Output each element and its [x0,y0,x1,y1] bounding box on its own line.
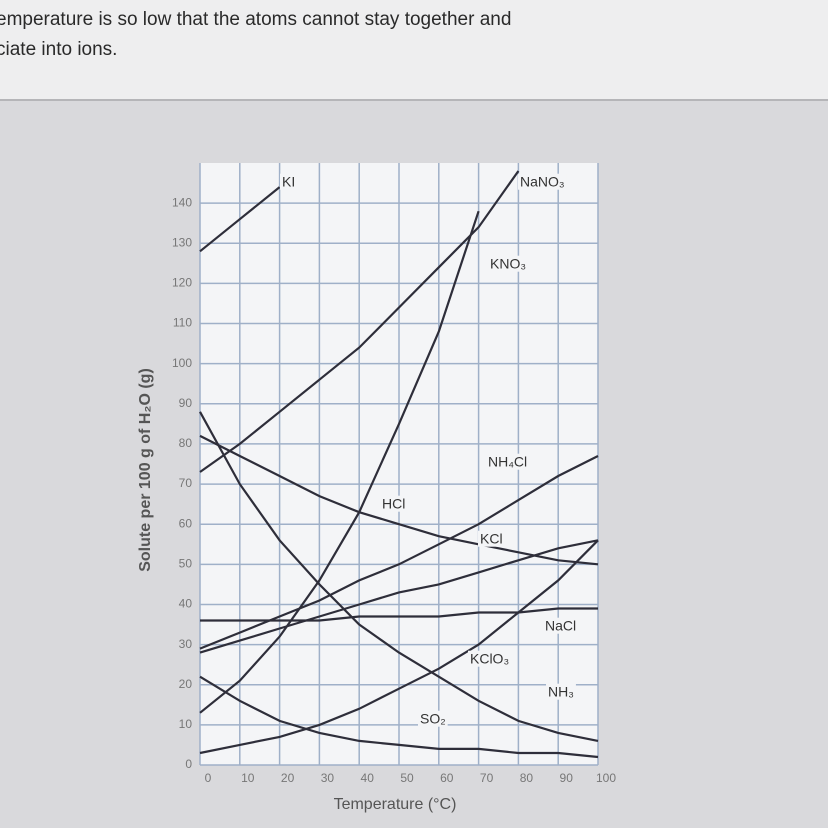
y-tick-label: 120 [172,276,192,290]
y-axis-label: Solute per 100 g of H₂O (g) [137,368,154,572]
x-tick-label: 30 [321,771,335,785]
curve-label-bg [380,495,408,512]
x-tick-label: 80 [520,771,534,785]
y-tick-label: 10 [179,717,193,731]
y-tick-label: 0 [185,757,192,771]
page-text: emperature is so low that the atoms cann… [0,9,511,30]
x-tick-label: 90 [560,771,574,785]
curve-label: NH₄Cl [488,454,527,470]
solubility-curve [199,170,520,473]
solubility-curve [199,210,480,714]
solubility-curve [199,411,599,742]
curve-label: NaNO₃ [520,174,565,190]
y-tick-label: 140 [172,195,192,209]
curve-label-bg [518,173,567,190]
y-tick-label: 30 [179,637,193,651]
y-tick-label: 70 [179,476,193,490]
curve-label-bg [546,683,576,700]
curve-label: NH₃ [548,684,574,700]
x-tick-label: 20 [281,771,295,785]
curve-label: KI [282,174,295,190]
solubility-curve [199,539,599,755]
x-tick-label: 60 [440,771,454,785]
curve-label-bg [280,173,298,190]
y-tick-label: 100 [172,356,192,370]
text-band [0,0,828,100]
curve-label-bg [418,710,448,727]
y-tick-label: 50 [179,557,193,571]
solubility-curve [199,434,599,566]
curve-label-bg [468,650,512,667]
page-text: ciate into ions. [0,39,117,60]
curve-label-bg [488,255,529,272]
y-tick-label: 40 [179,597,193,611]
curve-label: KClO₃ [470,651,509,667]
y-tick-label: 130 [172,235,192,249]
y-tick-label: 110 [173,316,192,330]
curve-label: NaCl [545,618,576,634]
solubility-curve [199,455,599,650]
y-tick-label: 80 [179,436,193,450]
curve-label: SO₂ [420,711,446,727]
x-tick-label: 70 [480,771,494,785]
curve-label: HCl [382,496,405,512]
x-tick-label: 10 [241,771,255,785]
x-tick-label: 50 [400,771,414,785]
y-tick-label: 60 [179,516,193,530]
curve-label-bg [486,453,530,470]
y-tick-label: 20 [179,677,193,691]
solubility-curve [199,539,599,654]
curve-label: KCl [480,531,503,547]
x-tick-label: 0 [205,771,212,785]
curve-label-bg [543,617,579,634]
curve-label: KNO₃ [490,256,526,272]
curve-label-bg [478,530,505,547]
x-tick-label: 100 [596,771,616,785]
solubility-curve [200,607,598,622]
x-tick-label: 40 [361,771,375,785]
solubility-curve [199,675,599,759]
solubility-curve [199,186,281,253]
y-tick-label: 90 [179,396,193,410]
x-axis-label: Temperature (°C) [334,796,457,813]
